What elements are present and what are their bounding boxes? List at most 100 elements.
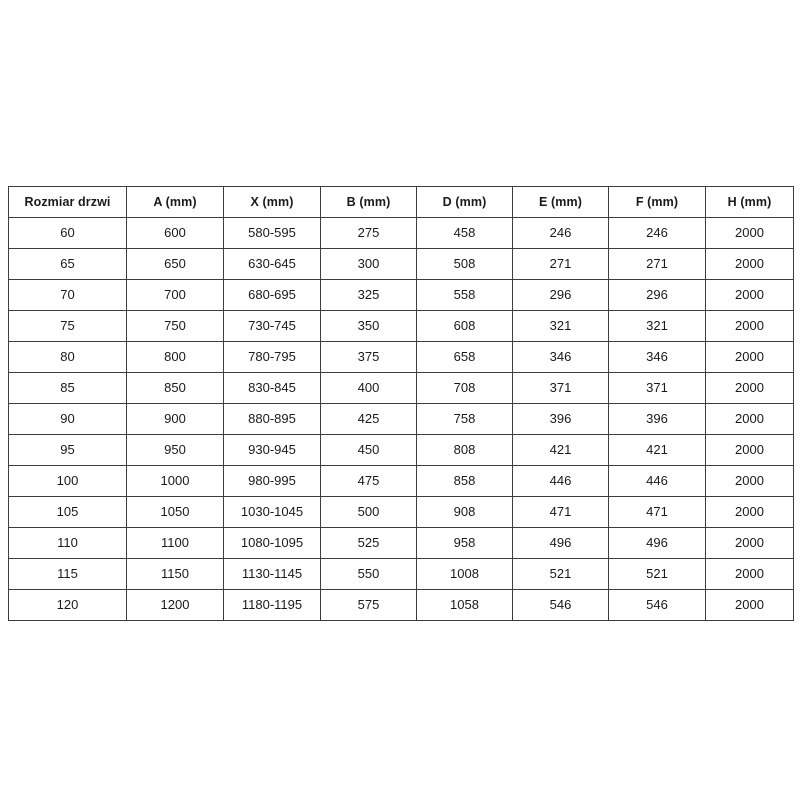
table-cell: 321 bbox=[608, 310, 706, 342]
table-cell: 575 bbox=[320, 589, 417, 621]
table-cell: 75 bbox=[8, 310, 127, 342]
table-cell: 650 bbox=[126, 248, 224, 280]
table-cell: 475 bbox=[320, 465, 417, 497]
table-cell: 120 bbox=[8, 589, 127, 621]
table-cell: 980-995 bbox=[223, 465, 321, 497]
table-cell: 2000 bbox=[705, 403, 794, 435]
column-header-3: B (mm) bbox=[320, 186, 417, 218]
table-cell: 321 bbox=[512, 310, 609, 342]
table-row: 105 1050 1030-1045 500 908 471 471 2000 bbox=[8, 496, 794, 528]
table-row: 75 750 730-745 350 608 321 321 2000 bbox=[8, 310, 794, 342]
column-header-0: Rozmiar drzwi bbox=[8, 186, 127, 218]
table-cell: 2000 bbox=[705, 372, 794, 404]
table-cell: 708 bbox=[416, 372, 513, 404]
table-cell: 325 bbox=[320, 279, 417, 311]
table-cell: 446 bbox=[512, 465, 609, 497]
table-row: 80 800 780-795 375 658 346 346 2000 bbox=[8, 341, 794, 373]
table-cell: 908 bbox=[416, 496, 513, 528]
table-cell: 850 bbox=[126, 372, 224, 404]
table-cell: 346 bbox=[512, 341, 609, 373]
table-cell: 350 bbox=[320, 310, 417, 342]
table-cell: 1180-1195 bbox=[223, 589, 321, 621]
table-cell: 296 bbox=[512, 279, 609, 311]
column-header-5: E (mm) bbox=[512, 186, 609, 218]
table-row: 70 700 680-695 325 558 296 296 2000 bbox=[8, 279, 794, 311]
table-cell: 508 bbox=[416, 248, 513, 280]
table-row: 65 650 630-645 300 508 271 271 2000 bbox=[8, 248, 794, 280]
table-cell: 100 bbox=[8, 465, 127, 497]
table-cell: 296 bbox=[608, 279, 706, 311]
table-cell: 246 bbox=[512, 217, 609, 249]
table-cell: 1100 bbox=[126, 527, 224, 559]
table-cell: 830-845 bbox=[223, 372, 321, 404]
table-cell: 808 bbox=[416, 434, 513, 466]
table-cell: 2000 bbox=[705, 527, 794, 559]
table-cell: 521 bbox=[608, 558, 706, 590]
table-cell: 546 bbox=[608, 589, 706, 621]
table-cell: 930-945 bbox=[223, 434, 321, 466]
column-header-2: X (mm) bbox=[223, 186, 321, 218]
table-cell: 580-595 bbox=[223, 217, 321, 249]
table-cell: 65 bbox=[8, 248, 127, 280]
table-row: 95 950 930-945 450 808 421 421 2000 bbox=[8, 434, 794, 466]
table-cell: 371 bbox=[608, 372, 706, 404]
table-cell: 2000 bbox=[705, 558, 794, 590]
table-row: 115 1150 1130-1145 550 1008 521 521 2000 bbox=[8, 558, 794, 590]
table-cell: 800 bbox=[126, 341, 224, 373]
table-cell: 271 bbox=[608, 248, 706, 280]
table-cell: 1200 bbox=[126, 589, 224, 621]
table-cell: 700 bbox=[126, 279, 224, 311]
table-cell: 471 bbox=[608, 496, 706, 528]
table-cell: 271 bbox=[512, 248, 609, 280]
table-cell: 458 bbox=[416, 217, 513, 249]
column-header-7: H (mm) bbox=[705, 186, 794, 218]
table-cell: 346 bbox=[608, 341, 706, 373]
table-cell: 396 bbox=[608, 403, 706, 435]
table-cell: 496 bbox=[512, 527, 609, 559]
table-cell: 550 bbox=[320, 558, 417, 590]
table-cell: 2000 bbox=[705, 496, 794, 528]
table-cell: 558 bbox=[416, 279, 513, 311]
table-cell: 80 bbox=[8, 341, 127, 373]
table-cell: 471 bbox=[512, 496, 609, 528]
table-cell: 1008 bbox=[416, 558, 513, 590]
table-cell: 630-645 bbox=[223, 248, 321, 280]
table-cell: 375 bbox=[320, 341, 417, 373]
table-cell: 421 bbox=[512, 434, 609, 466]
table-cell: 1000 bbox=[126, 465, 224, 497]
table-cell: 600 bbox=[126, 217, 224, 249]
table-cell: 2000 bbox=[705, 465, 794, 497]
table-cell: 521 bbox=[512, 558, 609, 590]
specification-table-container: Rozmiar drzwi A (mm) X (mm) B (mm) D (mm) E (… bbox=[8, 186, 794, 621]
table-cell: 758 bbox=[416, 403, 513, 435]
table-row: 60 600 580-595 275 458 246 246 2000 bbox=[8, 217, 794, 249]
table-cell: 246 bbox=[608, 217, 706, 249]
table-cell: 2000 bbox=[705, 589, 794, 621]
table-cell: 608 bbox=[416, 310, 513, 342]
column-header-6: F (mm) bbox=[608, 186, 706, 218]
table-cell: 1150 bbox=[126, 558, 224, 590]
table-row: 120 1200 1180-1195 575 1058 546 546 2000 bbox=[8, 589, 794, 621]
table-row: 100 1000 980-995 475 858 446 446 2000 bbox=[8, 465, 794, 497]
table-cell: 300 bbox=[320, 248, 417, 280]
table-cell: 1030-1045 bbox=[223, 496, 321, 528]
table-cell: 546 bbox=[512, 589, 609, 621]
table-body: 60 600 580-595 275 458 246 246 2000 65 650 630-645… bbox=[8, 217, 794, 621]
table-cell: 85 bbox=[8, 372, 127, 404]
table-cell: 500 bbox=[320, 496, 417, 528]
table-cell: 2000 bbox=[705, 310, 794, 342]
table-cell: 275 bbox=[320, 217, 417, 249]
table-cell: 115 bbox=[8, 558, 127, 590]
table-cell: 70 bbox=[8, 279, 127, 311]
table-row: 85 850 830-845 400 708 371 371 2000 bbox=[8, 372, 794, 404]
table-cell: 496 bbox=[608, 527, 706, 559]
table-cell: 750 bbox=[126, 310, 224, 342]
table-cell: 658 bbox=[416, 341, 513, 373]
table-cell: 450 bbox=[320, 434, 417, 466]
table-cell: 105 bbox=[8, 496, 127, 528]
table-cell: 780-795 bbox=[223, 341, 321, 373]
table-cell: 2000 bbox=[705, 434, 794, 466]
table-cell: 400 bbox=[320, 372, 417, 404]
table-header-row: Rozmiar drzwi A (mm) X (mm) B (mm) D (mm) E (… bbox=[8, 186, 794, 218]
table-cell: 680-695 bbox=[223, 279, 321, 311]
